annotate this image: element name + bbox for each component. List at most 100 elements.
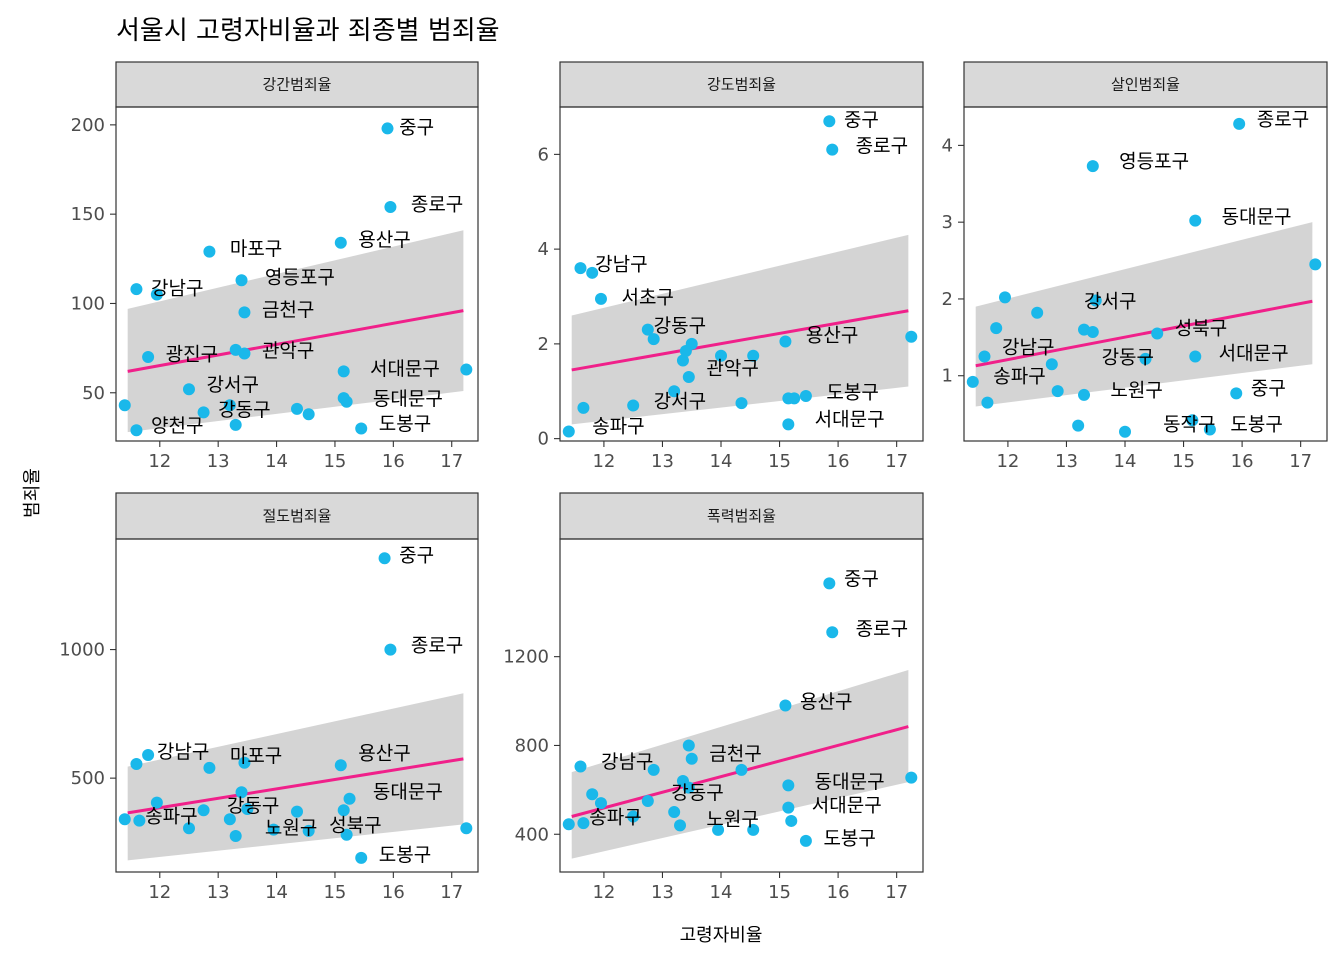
facet-strip — [115, 492, 479, 540]
data-point — [302, 824, 315, 837]
facet-strip-label: 강도범죄율 — [707, 76, 776, 94]
data-point — [735, 397, 748, 410]
confidence-band — [975, 222, 1313, 407]
panel-border — [559, 106, 924, 442]
data-point — [586, 266, 599, 279]
data-point — [229, 418, 242, 431]
data-point — [594, 797, 607, 810]
x-tick-label: 16 — [827, 451, 850, 472]
data-point — [641, 794, 654, 807]
data-point — [1189, 350, 1202, 363]
point-label: 강남구 — [157, 741, 209, 763]
y-tick-label: 400 — [515, 824, 549, 845]
data-point — [574, 760, 587, 773]
data-point — [627, 810, 640, 823]
data-point — [679, 344, 692, 357]
data-point — [337, 804, 350, 817]
y-tick-label: 1200 — [503, 647, 549, 668]
data-point — [1119, 425, 1132, 438]
data-point — [238, 347, 251, 360]
panel-border — [963, 106, 1328, 442]
data-point — [779, 699, 792, 712]
point-label: 강동구 — [218, 399, 270, 421]
data-point — [460, 822, 473, 835]
data-point — [747, 823, 760, 836]
x-tick-label: 16 — [827, 882, 850, 903]
x-tick-label: 17 — [440, 451, 463, 472]
y-tick-label: 50 — [82, 383, 105, 404]
data-point — [799, 389, 812, 402]
data-point — [981, 396, 994, 409]
data-point — [779, 335, 792, 348]
data-point — [334, 236, 347, 249]
point-label: 도봉구 — [1230, 413, 1282, 435]
point-label: 강서구 — [654, 391, 706, 413]
y-tick-label: 100 — [71, 293, 105, 314]
point-label: 동대문구 — [373, 781, 443, 803]
x-tick-label: 12 — [148, 882, 171, 903]
data-point — [826, 626, 839, 639]
point-label: 강동구 — [654, 315, 706, 337]
x-tick-label: 13 — [1055, 451, 1078, 472]
data-point — [1139, 352, 1152, 365]
data-point — [381, 122, 394, 135]
data-point — [142, 351, 155, 364]
point-label: 중구 — [399, 544, 434, 566]
x-tick-label: 15 — [323, 451, 346, 472]
x-tick-label: 17 — [885, 451, 908, 472]
x-tick-label: 13 — [207, 882, 230, 903]
data-point — [647, 763, 660, 776]
data-point — [384, 201, 397, 214]
data-point — [460, 363, 473, 376]
data-point — [674, 819, 687, 832]
point-label: 강남구 — [1002, 337, 1054, 359]
point-label: 동대문구 — [1222, 206, 1292, 228]
y-tick-label: 500 — [71, 768, 105, 789]
point-label: 강남구 — [595, 253, 647, 275]
y-tick-label: 1000 — [59, 640, 105, 661]
point-label: 서초구 — [621, 287, 673, 309]
data-point — [150, 288, 163, 301]
data-point — [676, 354, 689, 367]
data-point — [142, 749, 155, 761]
data-point — [562, 425, 575, 438]
data-point — [182, 383, 195, 396]
point-label: 용산구 — [800, 691, 852, 713]
y-tick-label: 150 — [71, 204, 105, 225]
y-tick-label: 800 — [515, 735, 549, 756]
data-point — [577, 817, 590, 830]
data-point — [118, 399, 131, 412]
x-axis-title: 고령자비율 — [680, 925, 763, 946]
point-label: 서대문구 — [815, 409, 885, 431]
regression-line — [127, 309, 464, 373]
x-tick-label: 13 — [207, 451, 230, 472]
data-point — [594, 292, 607, 305]
data-point — [337, 365, 350, 378]
data-point — [130, 283, 143, 296]
data-point — [235, 786, 248, 799]
y-tick-label: 4 — [942, 135, 953, 156]
data-point — [150, 796, 163, 809]
x-tick-label: 14 — [265, 882, 288, 903]
data-point — [133, 814, 146, 827]
y-axis-title: 범죄율 — [22, 468, 43, 518]
point-label: 강남구 — [151, 277, 203, 299]
data-point — [685, 752, 698, 765]
data-point — [343, 792, 356, 805]
data-point — [823, 577, 836, 590]
point-label: 금천구 — [709, 743, 761, 765]
x-tick-label: 13 — [651, 451, 674, 472]
point-label: 노원구 — [265, 817, 317, 839]
x-tick-label: 13 — [651, 882, 674, 903]
data-point — [291, 402, 303, 415]
panel-border — [115, 538, 479, 873]
data-point — [130, 758, 143, 770]
data-point — [788, 392, 801, 405]
data-point — [1045, 358, 1058, 371]
point-label: 종로구 — [411, 634, 463, 656]
